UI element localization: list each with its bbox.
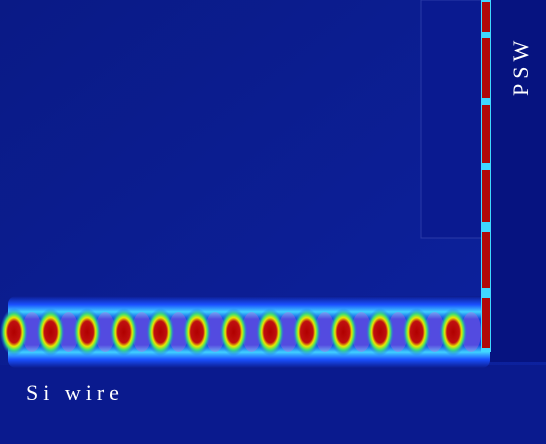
hot-spot [439, 308, 467, 356]
hot-spot [0, 308, 28, 356]
field-spots [0, 308, 481, 356]
psw-segment [482, 105, 490, 163]
hot-spot [73, 308, 101, 356]
hot-spot [403, 308, 431, 356]
hot-spot [256, 308, 284, 356]
hot-spot [183, 308, 211, 356]
hot-spot [329, 308, 357, 356]
hot-spot [37, 308, 65, 356]
hot-spot [220, 308, 248, 356]
hot-spot [146, 308, 174, 356]
psw-segment [482, 2, 490, 32]
psw-segment [482, 232, 490, 288]
psw-segment [482, 170, 490, 222]
hot-spot [293, 308, 321, 356]
wire-label: Si wire [26, 380, 124, 405]
hot-spot [110, 308, 138, 356]
psw-label: PSW [508, 36, 533, 96]
field-image: PSW Si wire [0, 0, 546, 444]
hot-spot [366, 308, 394, 356]
psw-segment [482, 298, 490, 348]
psw-segment [482, 38, 490, 98]
